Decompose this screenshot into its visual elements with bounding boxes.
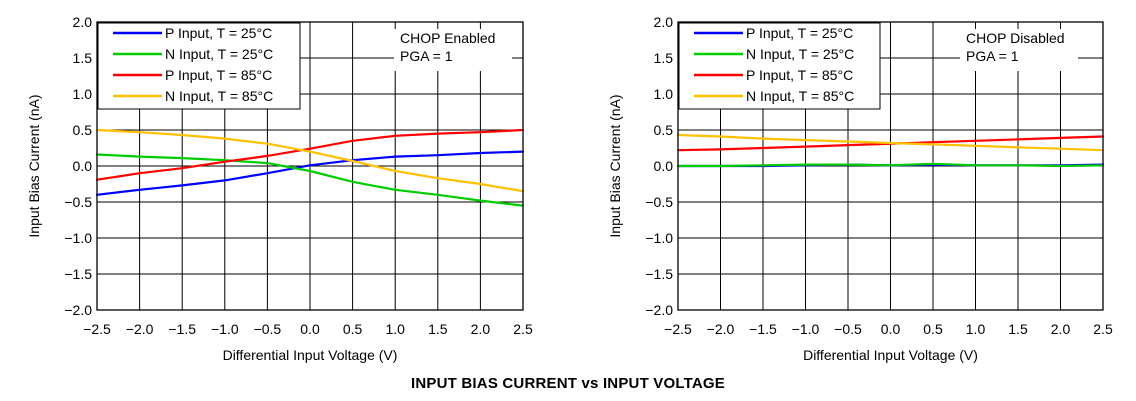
chart-panel-2: P Input, T = 25°C N Input, T = 25°C P Inpu… bbox=[607, 14, 1113, 363]
legend-box bbox=[97, 22, 301, 110]
y-tick-label: 1.5 bbox=[654, 50, 674, 66]
y-tick-label: 1.0 bbox=[654, 86, 674, 102]
y-tick-label: −2.0 bbox=[645, 302, 673, 318]
x-tick-label: 0.0 bbox=[300, 321, 320, 337]
x-tick-label: −1.0 bbox=[211, 321, 239, 337]
annotation-text-2: PGA = 1 bbox=[966, 48, 1019, 64]
x-tick-label: 1.0 bbox=[385, 321, 405, 337]
series-line-4 bbox=[676, 133, 1105, 152]
y-tick-label: 0.0 bbox=[654, 158, 674, 174]
series-line-2 bbox=[95, 153, 525, 207]
y-axis-label: Input Bias Current (nA) bbox=[26, 94, 42, 237]
y-tick-label: 0.5 bbox=[73, 122, 93, 138]
y-tick-label: 0.0 bbox=[73, 158, 93, 174]
annotation-box bbox=[960, 29, 1078, 71]
x-tick-label: −1.5 bbox=[749, 321, 777, 337]
chart-panel-1: P Input, T = 25°C N Input, T = 25°C P Inpu… bbox=[26, 14, 533, 363]
y-tick-label: −2.0 bbox=[64, 302, 92, 318]
x-tick-label: −2.0 bbox=[126, 321, 154, 337]
x-tick-label: 2.5 bbox=[1093, 321, 1113, 337]
x-tick-label: 0.0 bbox=[881, 321, 901, 337]
y-tick-label: −0.5 bbox=[645, 194, 673, 210]
legend-label-4: N Input, T = 85°C bbox=[165, 88, 273, 104]
x-tick-label: −0.5 bbox=[834, 321, 862, 337]
y-axis-label: Input Bias Current (nA) bbox=[607, 94, 623, 237]
annotation-box bbox=[394, 29, 512, 71]
plot-frame bbox=[677, 21, 1104, 311]
x-tick-label: 2.5 bbox=[513, 321, 533, 337]
x-tick-label: −1.0 bbox=[792, 321, 820, 337]
series-line-2 bbox=[676, 162, 1105, 168]
series-line-3 bbox=[95, 128, 525, 181]
annotation-text-2: PGA = 1 bbox=[400, 48, 453, 64]
x-tick-label: 2.0 bbox=[471, 321, 491, 337]
y-tick-label: −0.5 bbox=[64, 194, 92, 210]
x-tick-label: 0.5 bbox=[343, 321, 363, 337]
x-tick-label: 1.5 bbox=[428, 321, 448, 337]
annotation-text-1: CHOP Enabled bbox=[400, 30, 495, 46]
y-tick-label: 1.0 bbox=[73, 86, 93, 102]
y-tick-label: −1.5 bbox=[64, 266, 92, 282]
x-tick-label: −0.5 bbox=[254, 321, 282, 337]
plot-frame bbox=[96, 21, 524, 311]
x-tick-label: 0.5 bbox=[923, 321, 943, 337]
legend-label-1: P Input, T = 25°C bbox=[165, 25, 272, 41]
x-tick-label: 2.0 bbox=[1051, 321, 1071, 337]
legend-label-3: P Input, T = 85°C bbox=[746, 67, 853, 83]
x-axis-label: Differential Input Voltage (V) bbox=[223, 347, 398, 363]
series-line-4 bbox=[95, 128, 525, 193]
y-tick-label: 2.0 bbox=[654, 14, 674, 30]
legend-label-3: P Input, T = 85°C bbox=[165, 67, 272, 83]
x-tick-label: 1.0 bbox=[966, 321, 986, 337]
x-tick-label: −2.0 bbox=[707, 321, 735, 337]
y-tick-label: −1.0 bbox=[645, 230, 673, 246]
y-tick-label: 0.5 bbox=[654, 122, 674, 138]
legend-label-2: N Input, T = 25°C bbox=[165, 46, 273, 62]
legend-label-4: N Input, T = 85°C bbox=[746, 88, 854, 104]
y-tick-label: 1.5 bbox=[73, 50, 93, 66]
x-axis-label: Differential Input Voltage (V) bbox=[803, 347, 978, 363]
legend-label-1: P Input, T = 25°C bbox=[746, 25, 853, 41]
legend-box bbox=[678, 22, 881, 110]
x-tick-label: −2.5 bbox=[83, 321, 111, 337]
x-tick-label: 1.5 bbox=[1008, 321, 1028, 337]
annotation-text-1: CHOP Disabled bbox=[966, 30, 1065, 46]
legend-label-2: N Input, T = 25°C bbox=[746, 46, 854, 62]
x-tick-label: −1.5 bbox=[168, 321, 196, 337]
series-line-1 bbox=[95, 150, 525, 196]
figure-caption: INPUT BIAS CURRENT vs INPUT VOLTAGE bbox=[411, 375, 725, 392]
x-tick-label: −2.5 bbox=[664, 321, 692, 337]
y-tick-label: −1.0 bbox=[64, 230, 92, 246]
y-tick-label: −1.5 bbox=[645, 266, 673, 282]
y-tick-label: 2.0 bbox=[73, 14, 93, 30]
